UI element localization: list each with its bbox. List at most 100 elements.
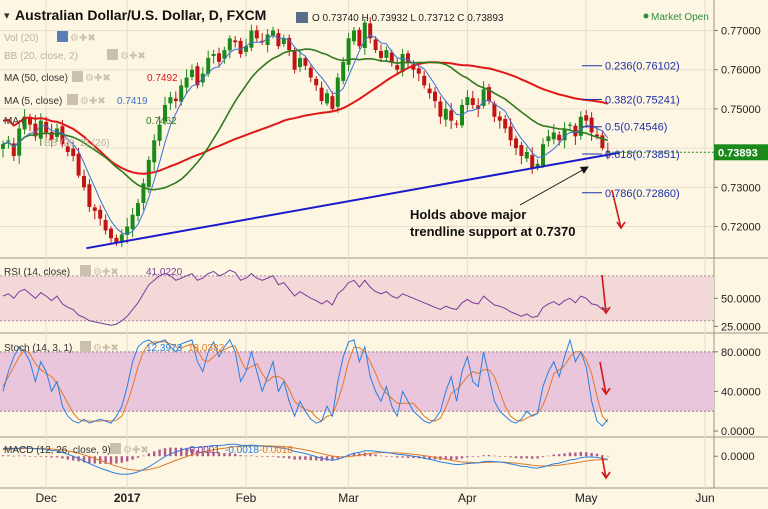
stoch-d-value: 18.0382 xyxy=(188,343,225,354)
macd-histogram-bar xyxy=(493,455,496,457)
ma50-label[interactable]: MA (50, close) xyxy=(4,73,68,84)
rsi-settings-icon[interactable]: ⚙✚✖ xyxy=(93,267,119,278)
ma5-label[interactable]: MA (5, close) xyxy=(4,96,62,107)
macd-histogram-bar xyxy=(88,456,91,464)
macd-histogram-bar xyxy=(536,456,539,459)
stoch-band xyxy=(0,351,714,412)
candle-body xyxy=(179,85,184,102)
bb-settings-icon[interactable]: ⚙✚✖ xyxy=(120,51,146,62)
candle-body xyxy=(362,22,367,48)
stoch-settings-icon[interactable]: ⚙✚✖ xyxy=(93,343,119,354)
ma5-line xyxy=(2,34,609,235)
bb-eye-icon[interactable] xyxy=(107,49,118,60)
macd-histogram-bar xyxy=(309,456,312,461)
macd-histogram-bar xyxy=(531,456,534,459)
candle-body xyxy=(470,98,475,105)
macd-histogram-bar xyxy=(153,451,156,457)
macd-panel xyxy=(1,443,609,475)
candle-body xyxy=(492,103,497,117)
candle-body xyxy=(454,123,459,125)
macd-settings-icon[interactable]: ⚙✚✖ xyxy=(123,445,149,456)
bb-label[interactable]: BB (20, close, 2) xyxy=(4,51,78,62)
ma50-eye-icon[interactable] xyxy=(72,71,83,82)
candle-body xyxy=(303,58,308,66)
candle-body xyxy=(173,98,178,102)
macd-histogram-bar xyxy=(487,455,491,457)
macd-histogram-bar xyxy=(72,456,75,461)
ma5-settings-icon[interactable]: ⚙✚✖ xyxy=(80,96,106,107)
interval-dropdown[interactable] xyxy=(296,12,308,23)
macd-histogram-bar xyxy=(358,453,361,457)
macd-histogram-bar xyxy=(131,456,134,460)
vol-label[interactable]: Vol (20) xyxy=(4,33,38,44)
candle-body xyxy=(238,40,243,55)
candle-body xyxy=(557,134,562,141)
osc-tick-label: 25.0000 xyxy=(721,321,761,333)
stoch-eye-icon[interactable] xyxy=(80,341,91,352)
candle-body xyxy=(211,54,216,57)
vol-settings-icon[interactable]: ⚙✚✖ xyxy=(70,33,96,44)
candle-body xyxy=(357,29,362,47)
candle-body xyxy=(265,34,270,45)
candle-body xyxy=(541,144,545,166)
stoch-label[interactable]: Stoch (14, 3, 1) xyxy=(4,343,72,354)
fib-label-0618: 0.618(0.73851) xyxy=(605,149,680,161)
candle-body xyxy=(22,116,27,130)
candle-body xyxy=(481,89,486,106)
bearish-arrow-icon xyxy=(611,189,622,229)
macd-line xyxy=(2,443,608,475)
chevron-down-icon[interactable]: ▾ xyxy=(4,10,10,22)
candle-body xyxy=(546,136,551,142)
candle-body xyxy=(422,75,427,86)
candle-body xyxy=(535,163,540,168)
macd-histogram-bar xyxy=(466,456,469,458)
macd-label[interactable]: MACD (12, 26, close, 9) xyxy=(4,445,111,456)
candle-body xyxy=(373,39,378,51)
candle-body xyxy=(130,214,135,230)
time-tick-label: Mar xyxy=(338,491,359,505)
candle-body xyxy=(292,50,297,70)
stoch-k-line xyxy=(2,338,609,427)
candle-body xyxy=(308,67,313,78)
macd-histogram-bar xyxy=(455,456,458,460)
macd-histogram-bar xyxy=(234,453,237,457)
macd-histogram-bar xyxy=(266,456,269,457)
ma50-settings-icon[interactable]: ⚙✚✖ xyxy=(85,73,111,84)
candle-body xyxy=(92,207,97,211)
macd-histogram-bar xyxy=(293,456,296,460)
ma5-eye-icon[interactable] xyxy=(67,94,78,105)
candle-body xyxy=(330,96,335,109)
time-tick-label: Jun xyxy=(695,491,714,505)
candle-body xyxy=(346,38,351,65)
macd-signal-line xyxy=(2,445,608,471)
rsi-label[interactable]: RSI (14, close) xyxy=(4,267,70,278)
macd-histogram-bar xyxy=(498,456,501,457)
macd-histogram-bar xyxy=(547,455,550,457)
macd-histogram-bar xyxy=(217,452,221,457)
macd-histogram-bar xyxy=(385,456,388,457)
annotation-line2: trendline support at 0.7370 xyxy=(410,224,575,239)
macd-histogram-bar xyxy=(82,456,86,463)
candle-body xyxy=(519,145,524,156)
candle-body xyxy=(325,93,329,104)
vol-eye-icon[interactable] xyxy=(57,31,68,42)
header: ▾ Australian Dollar/U.S. Dollar, D, FXCM… xyxy=(4,7,709,24)
macd-eye-icon[interactable] xyxy=(110,443,121,454)
ma20-line xyxy=(2,48,609,191)
rsi-eye-icon[interactable] xyxy=(80,265,91,276)
candle-body xyxy=(103,219,108,231)
macd-histogram-bar xyxy=(23,455,26,457)
candle-body xyxy=(157,124,162,141)
candle-body xyxy=(524,152,529,159)
bb-lower-label[interactable]: BB (20, 2) (26) xyxy=(44,138,110,149)
macd-histogram-bar xyxy=(190,448,194,457)
macd-histogram-bar xyxy=(444,456,447,460)
rsi-line xyxy=(2,269,608,326)
panel-labels: RSI (14, close) ⚙✚✖ 41.0220 Stoch (14, 3… xyxy=(4,265,293,456)
annotation: Holds above major trendline support at 0… xyxy=(410,166,589,239)
macd-histogram-bar xyxy=(288,456,291,459)
ma3-label[interactable]: MA ( xyxy=(4,116,25,127)
macd-histogram-bar xyxy=(207,451,210,457)
macd-histogram-bar xyxy=(109,456,113,464)
candle-body xyxy=(44,121,49,133)
